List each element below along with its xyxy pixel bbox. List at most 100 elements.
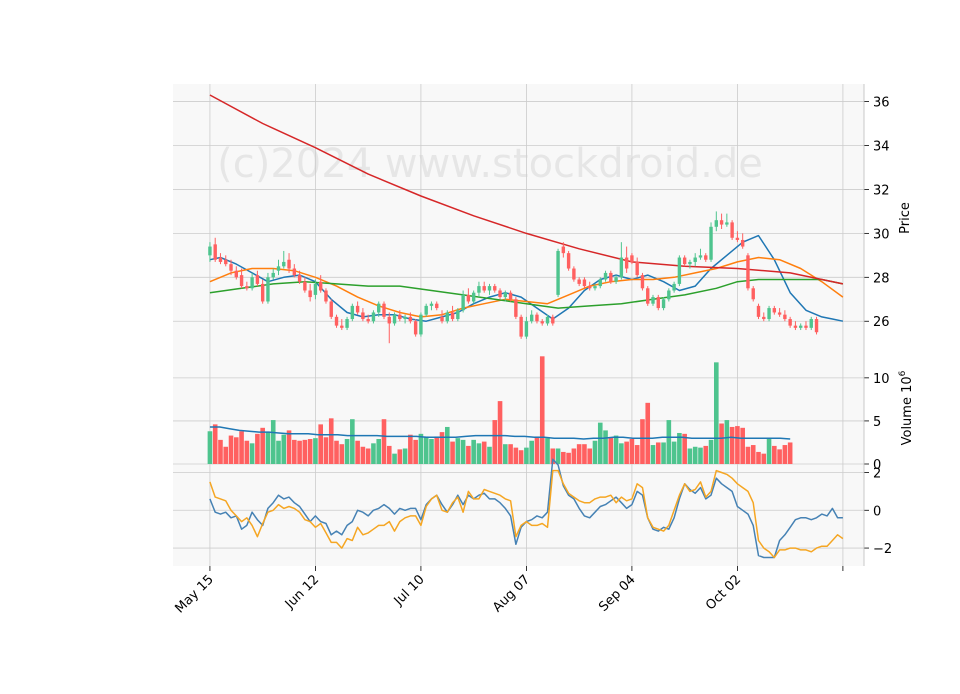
candle-body — [392, 314, 397, 324]
volume-bar — [624, 441, 629, 464]
candle-body — [535, 314, 539, 322]
y-tick-label: 32 — [873, 183, 890, 198]
volume-bar — [555, 448, 561, 464]
x-tick-label: Jul 10 — [391, 572, 428, 609]
candle-body — [224, 259, 228, 265]
y-tick-label: 30 — [873, 227, 890, 242]
y-tick-label: 36 — [873, 96, 890, 111]
candle-body — [788, 319, 792, 326]
candle-body — [551, 316, 555, 324]
candle-body — [387, 316, 391, 324]
candle-body — [767, 308, 771, 320]
line-osc_signal — [209, 469, 844, 559]
volume-bar — [328, 418, 334, 464]
candle-body — [704, 255, 708, 260]
volume-bar — [619, 443, 624, 464]
candle-body — [508, 292, 513, 300]
candle-body — [529, 314, 534, 322]
volume-bar — [223, 446, 229, 464]
candle-body — [419, 314, 423, 335]
candle-body — [382, 303, 386, 317]
volume-bar — [212, 424, 218, 464]
volume-bar — [492, 420, 498, 464]
volume-bar — [386, 445, 392, 464]
y-tick-label: −2 — [873, 542, 892, 557]
candle-body — [725, 222, 729, 225]
candle-body — [762, 316, 766, 320]
candle-body — [471, 292, 476, 302]
volume-bar — [313, 438, 318, 464]
volume-bar — [561, 451, 566, 464]
volume-bar — [714, 362, 719, 464]
candle-body — [640, 275, 645, 289]
candle-body — [413, 321, 418, 335]
volume-bar — [434, 436, 440, 464]
candle-body — [276, 266, 281, 271]
volume-bar — [408, 434, 413, 464]
candle-body — [450, 312, 455, 320]
volume-bar — [281, 434, 287, 464]
volume-bar — [276, 440, 281, 464]
candle-body — [255, 275, 260, 284]
line-ma_long — [209, 278, 844, 309]
volume-bar — [634, 445, 640, 464]
volume-bar — [592, 440, 598, 464]
candle-body — [714, 220, 719, 227]
candle-body — [672, 283, 676, 291]
candle-body — [603, 272, 608, 280]
candle-body — [503, 292, 508, 298]
candle-body — [572, 268, 576, 280]
volume-bar — [677, 432, 682, 464]
candle-body — [303, 281, 307, 291]
price-axis-label: Price — [898, 202, 913, 234]
candle-body — [804, 325, 808, 328]
volume-bar — [740, 427, 745, 464]
panel-background-2 — [173, 464, 864, 566]
volume-bar — [671, 441, 677, 464]
volume-bar — [323, 437, 329, 464]
volume-bar — [603, 430, 608, 464]
candle-body — [329, 301, 333, 317]
candle-body — [561, 246, 566, 254]
candle-body — [308, 290, 312, 298]
candle-body — [698, 255, 703, 258]
volume-bar — [334, 440, 339, 464]
volume-bar — [302, 439, 308, 464]
volume-bar — [513, 447, 519, 464]
volume-bar — [655, 442, 661, 464]
volume-bar — [497, 401, 503, 464]
y-tick-label: 5 — [873, 415, 881, 430]
volume-bar — [265, 432, 271, 464]
volume-bar — [587, 448, 593, 464]
volume-bar — [787, 442, 793, 464]
volume-bar — [423, 436, 429, 464]
volume-bar — [640, 419, 645, 464]
volume-bar — [365, 448, 371, 464]
candle-body — [593, 286, 597, 289]
volume-bar — [376, 439, 382, 464]
candle-body — [609, 272, 613, 282]
x-tick-label: May 15 — [173, 572, 217, 616]
volume-bar — [487, 446, 492, 464]
volume-bar — [355, 440, 360, 464]
volume-bar — [550, 448, 556, 464]
x-tick-label: Jun 12 — [282, 572, 322, 612]
volume-bar — [460, 439, 466, 464]
candle-body — [730, 222, 734, 238]
candle-body — [588, 286, 592, 289]
volume-bar — [613, 435, 619, 464]
volume-bar — [750, 445, 756, 464]
volume-bar — [661, 442, 666, 464]
candle-body — [498, 290, 502, 298]
candle-body — [646, 288, 650, 304]
y-tick-label: 26 — [873, 315, 890, 330]
candle-body — [398, 314, 402, 320]
volume-bar — [503, 444, 508, 464]
line-volume-ma — [209, 426, 791, 440]
volume-bar — [444, 426, 450, 464]
volume-bar — [466, 445, 471, 464]
volume-bar — [534, 436, 540, 464]
line-ma_200 — [209, 94, 844, 285]
candle-body — [324, 290, 328, 302]
candle-body — [656, 297, 660, 309]
